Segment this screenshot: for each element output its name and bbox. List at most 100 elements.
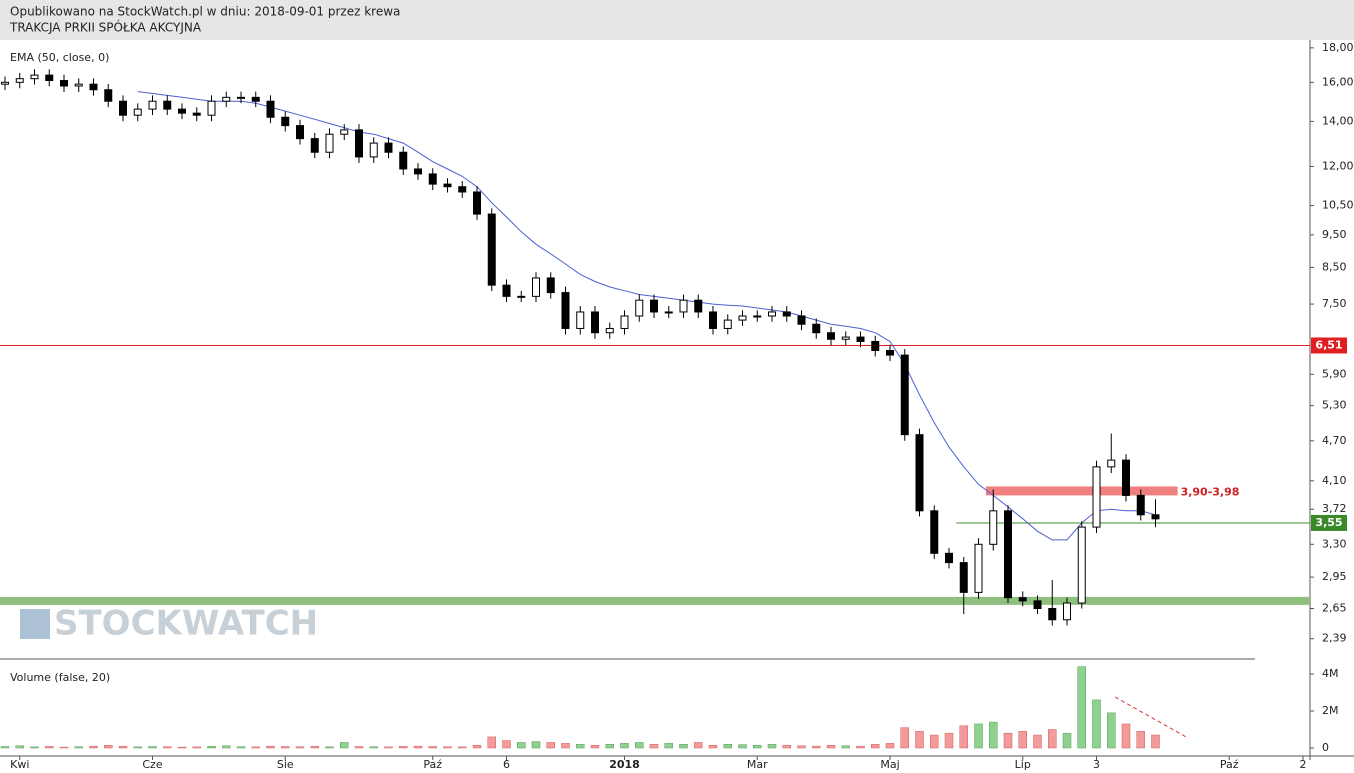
y-tick-label: 9,50 — [1322, 228, 1347, 241]
chart-subtitle: TRAKCJA PRKII SPÓŁKA AKCYJNA — [9, 20, 202, 35]
volume-tick-label: 4M — [1322, 667, 1339, 680]
volume-bar — [325, 746, 334, 749]
level-label: 3,55 — [1315, 516, 1342, 529]
volume-bar — [782, 744, 791, 749]
volume-tick-label: 0 — [1322, 741, 1329, 754]
candle-body — [620, 315, 629, 329]
volume-bar — [649, 744, 659, 749]
volume-bar — [546, 742, 555, 749]
y-tick-label: 16,00 — [1322, 75, 1354, 88]
volume-bar — [1107, 712, 1116, 749]
volume-bar — [517, 742, 526, 749]
candle-body — [60, 80, 68, 87]
volume-bar — [148, 746, 157, 749]
volume-bar — [45, 746, 54, 749]
candle-body — [399, 151, 408, 170]
y-tick-label: 5,30 — [1322, 399, 1347, 412]
chart-title: Opublikowano na StockWatch.pl w dniu: 20… — [10, 5, 400, 19]
volume-bar — [1003, 732, 1013, 749]
candle-body — [15, 78, 24, 83]
volume-bar — [1092, 699, 1101, 749]
level-tag — [1311, 337, 1347, 354]
candle-body — [369, 142, 378, 158]
candle-body — [561, 292, 570, 329]
candle-body — [458, 186, 467, 193]
volume-bar — [340, 742, 349, 749]
volume-bar — [0, 746, 10, 749]
volume-bar — [738, 744, 747, 749]
candle-body — [576, 311, 585, 329]
x-tick-label: Lip — [1015, 758, 1031, 771]
volume-bar — [281, 746, 290, 749]
x-tick-label: 2018 — [609, 758, 640, 771]
volume-bar — [989, 721, 998, 749]
candle-body — [768, 311, 776, 317]
candle-body — [148, 100, 157, 110]
volume-bar — [871, 744, 880, 749]
candle-body — [812, 323, 821, 334]
candle-body — [384, 142, 393, 153]
candle-body — [133, 108, 142, 116]
candle-body — [207, 100, 216, 116]
volume-bar — [723, 744, 732, 749]
candle-body — [45, 74, 54, 82]
volume-bar — [635, 742, 644, 749]
candle-body — [517, 295, 526, 298]
candle-body — [989, 510, 998, 545]
volume-label: Volume (false, 20) — [10, 671, 110, 684]
candle-body — [591, 311, 599, 334]
volume-bar — [664, 743, 673, 749]
candle-body — [443, 183, 452, 188]
candle-body — [237, 96, 245, 99]
volume-bar — [15, 745, 24, 749]
candle-body — [89, 83, 98, 91]
candle-body — [119, 100, 127, 116]
candle-body — [782, 311, 791, 317]
candle-body — [945, 552, 953, 564]
volume-bar — [576, 744, 585, 749]
x-tick-label: 3 — [1093, 758, 1100, 771]
x-tick-label: Paź — [423, 758, 442, 771]
candle-body — [797, 315, 806, 325]
volume-bar — [163, 746, 172, 749]
candle-body — [915, 434, 924, 512]
volume-bar — [487, 736, 496, 749]
x-tick-label: Kwi — [10, 758, 29, 771]
y-tick-label: 5,90 — [1322, 367, 1347, 380]
candle-body — [502, 284, 511, 297]
candle-body — [841, 336, 850, 340]
volume-bar — [207, 746, 216, 749]
candle-body — [827, 332, 835, 340]
candle-body — [1107, 459, 1116, 468]
watermark-icon — [20, 609, 50, 639]
volume-bar — [1048, 729, 1057, 749]
candle-body — [473, 191, 481, 215]
volume-bar — [1062, 732, 1072, 749]
candle-body — [296, 125, 304, 140]
volume-bar — [856, 745, 865, 749]
volume-bar — [767, 744, 777, 749]
candle-body — [30, 74, 39, 80]
volume-bar — [502, 740, 511, 749]
y-tick-label: 8,50 — [1322, 260, 1347, 273]
candle-body — [664, 311, 673, 314]
x-tick-label: Sie — [277, 758, 294, 771]
candle-body — [1033, 600, 1042, 610]
y-tick-label: 2,95 — [1322, 570, 1347, 583]
volume-bar — [413, 745, 423, 749]
candle-body — [355, 129, 363, 158]
x-tick-label: Maj — [880, 758, 899, 771]
volume-bar — [561, 743, 570, 749]
volume-bar — [192, 746, 201, 749]
candle-body — [1063, 602, 1071, 621]
y-tick-label: 2,65 — [1322, 602, 1347, 615]
resistance-zone — [985, 486, 1178, 496]
volume-bar — [826, 744, 836, 749]
candle-body — [1048, 608, 1057, 621]
x-tick-label: Mar — [747, 758, 768, 771]
candle-body — [959, 562, 968, 593]
volume-bar — [620, 743, 629, 749]
volume-bar — [30, 746, 39, 749]
x-tick-label: 2 — [1300, 758, 1307, 771]
